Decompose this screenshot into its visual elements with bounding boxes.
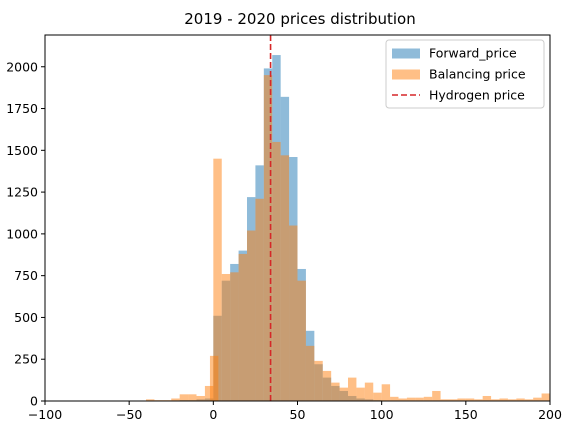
histogram-bar: [289, 225, 298, 401]
chart-title: 2019 - 2020 prices distribution: [184, 10, 415, 28]
histogram-bar: [213, 158, 222, 401]
y-tick-label: 500: [14, 310, 38, 325]
histogram-bar: [314, 360, 323, 401]
histogram-bar: [247, 230, 256, 401]
histogram-bar: [255, 198, 264, 401]
x-tick-label: 150: [454, 407, 478, 422]
histogram-bar: [415, 397, 424, 401]
x-tick-label: 50: [290, 407, 306, 422]
histogram-bar: [423, 396, 433, 401]
histogram-bar: [204, 385, 214, 401]
histogram-bar: [373, 392, 382, 401]
histogram-bar: [280, 155, 290, 401]
histogram-bar: [533, 397, 542, 401]
histogram-bar: [230, 272, 239, 401]
x-tick-label: 100: [370, 407, 394, 422]
histogram-bar: [331, 382, 340, 401]
histogram-bar: [356, 387, 365, 401]
bars-layer: [146, 55, 550, 401]
histogram-bar: [297, 280, 306, 401]
histogram-bar: [179, 394, 189, 401]
histogram-bar: [482, 395, 492, 401]
histogram-bar: [221, 273, 231, 401]
y-tick-label: 1500: [6, 143, 38, 158]
histogram-bar: [440, 399, 449, 401]
legend-label: Balancing price: [429, 67, 526, 82]
legend-label: Hydrogen price: [429, 88, 525, 103]
histogram-bar: [524, 399, 534, 401]
histogram-bar: [432, 390, 441, 401]
x-tick-label: 200: [538, 407, 562, 422]
histogram-bar: [507, 399, 517, 401]
histogram-bar: [188, 394, 197, 401]
y-tick-label: 1000: [6, 226, 38, 241]
histogram-bar: [146, 399, 155, 401]
x-tick-label: −100: [28, 407, 62, 422]
y-tick-label: 750: [14, 268, 38, 283]
histogram-bar: [305, 345, 315, 401]
histogram-bar: [263, 75, 273, 401]
histogram-bar: [465, 398, 475, 401]
histogram-bar: [348, 377, 357, 401]
histogram-bar: [499, 398, 508, 401]
legend: Forward_price Balancing price Hydrogen pri…: [385, 39, 545, 109]
histogram-bar: [238, 253, 247, 401]
histogram-bar: [457, 398, 466, 401]
legend-swatch: [392, 48, 420, 59]
y-tick-label: 2000: [6, 59, 38, 74]
legend-label: Forward_price: [429, 46, 517, 61]
y-tick-label: 1250: [6, 185, 38, 200]
histogram-bar: [449, 399, 458, 401]
histogram-bar: [398, 398, 407, 401]
histogram-bar: [339, 387, 348, 401]
series-balancing-price: [146, 75, 550, 401]
y-tick-label: 1750: [6, 101, 38, 116]
x-tick-label: −50: [116, 407, 142, 422]
x-axis: −100 −50 0 50 100 150 200: [28, 401, 562, 422]
legend-swatch: [392, 69, 420, 80]
histogram-bar: [406, 397, 416, 401]
y-axis: 0 250 500 750 1000 1250 1500 1750 2000: [6, 59, 45, 409]
histogram-bar: [541, 393, 550, 401]
histogram-bar: [364, 382, 374, 401]
histogram-bar: [171, 398, 180, 401]
histogram-bar: [390, 396, 399, 401]
histogram-bar: [272, 141, 281, 401]
histogram-bar: [516, 398, 525, 401]
legend-box: [385, 39, 545, 109]
histogram-bar: [474, 399, 483, 401]
histogram-bar: [491, 399, 500, 401]
histogram-bar: [381, 384, 391, 401]
histogram-bar: [322, 370, 332, 401]
x-tick-label: 0: [209, 407, 217, 422]
histogram-bar: [196, 395, 205, 401]
y-tick-label: 0: [30, 394, 38, 409]
y-tick-label: 250: [14, 352, 38, 367]
